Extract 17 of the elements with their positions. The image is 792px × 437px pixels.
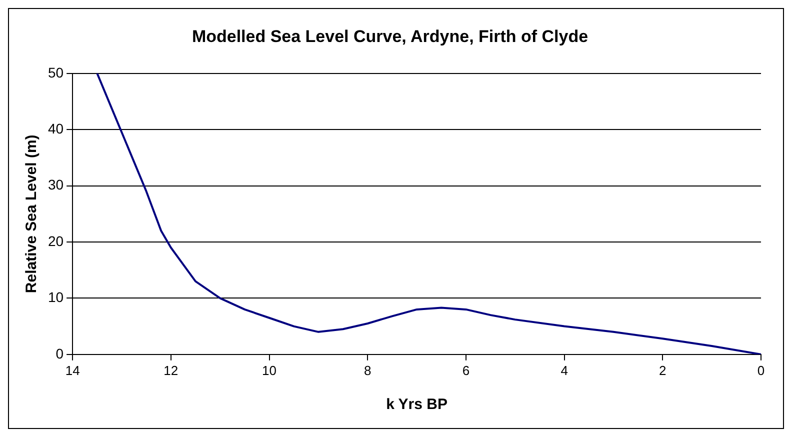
y-tick-label: 50 bbox=[48, 64, 64, 80]
x-tick-label: 6 bbox=[462, 362, 470, 378]
y-tick-label: 40 bbox=[48, 120, 64, 136]
y-tick-label: 10 bbox=[48, 289, 64, 306]
x-tick-label: 2 bbox=[659, 362, 666, 378]
x-tick-label: 12 bbox=[164, 362, 178, 378]
x-tick-label: 14 bbox=[65, 362, 80, 378]
x-tick-label: 10 bbox=[262, 362, 276, 378]
y-axis-title: Relative Sea Level (m) bbox=[23, 134, 40, 294]
x-tick-label: 0 bbox=[757, 362, 765, 378]
y-tick-label: 20 bbox=[48, 232, 64, 249]
chart-title: Modelled Sea Level Curve, Ardyne, Firth of Clyde bbox=[192, 26, 588, 46]
x-tick-label: 4 bbox=[560, 362, 568, 378]
x-tick-label: 8 bbox=[364, 362, 372, 378]
y-tick-label: 0 bbox=[56, 345, 64, 362]
x-axis-title: k Yrs BP bbox=[386, 396, 448, 414]
y-tick-label: 30 bbox=[48, 176, 64, 193]
